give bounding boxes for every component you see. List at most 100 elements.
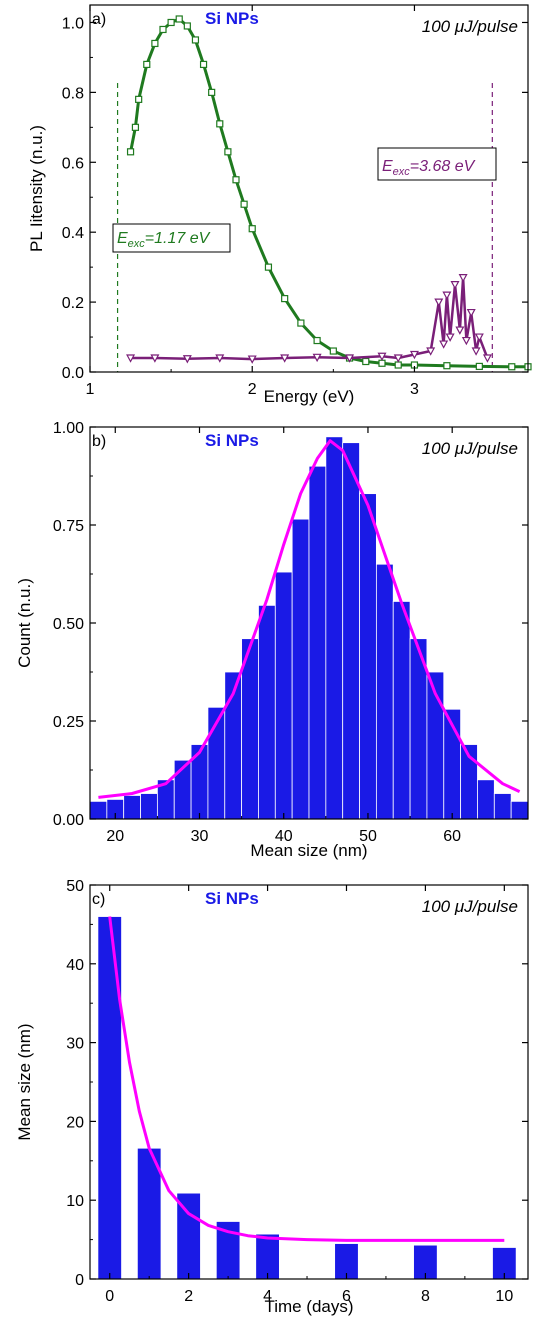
series-2-point [458, 274, 468, 283]
panel-c-y-tick-label: 0 [75, 1272, 84, 1289]
panel-b-x-tick-label: 60 [443, 828, 461, 845]
panel-b-fluence-label: 100 μJ/pulse [422, 439, 518, 458]
series-1-line [129, 17, 528, 369]
series-2-point [442, 291, 452, 300]
series-2-point [280, 354, 290, 363]
series-1-point [394, 361, 402, 369]
series-1-point [159, 25, 167, 34]
series-2-point [450, 281, 460, 290]
panel-b-bar [291, 518, 310, 820]
panel-c-y-tick-label: 30 [66, 1036, 84, 1053]
panel-b-y-tick-label: 0.50 [53, 616, 84, 633]
panel-a-y-tick-label: 0.4 [62, 225, 84, 242]
panel-c-y-axis-label: Mean size (nm) [15, 1023, 34, 1140]
panel-b-y-tick-label: 1.00 [53, 420, 84, 437]
excitation-label-box-1 [112, 223, 231, 253]
series-2-point [409, 350, 419, 360]
panel-b-y-tick-label: 0.00 [53, 812, 84, 829]
panel-b-size-histogram: 20 30 40 50 60 0.00 0.25 0.50 0.75 1.00 Mean size … [15, 420, 529, 860]
series-1-point [183, 22, 191, 30]
series-1-point [151, 39, 159, 48]
panel-c-y-tick-label: 20 [66, 1114, 84, 1131]
series-1-point [191, 36, 200, 44]
panel-c-fit-curve [108, 916, 505, 1242]
panel-b-bar [258, 604, 276, 820]
series-2-point [445, 333, 455, 342]
panel-b-bar [140, 793, 158, 820]
panel-c-x-tick-label: 0 [105, 1288, 114, 1305]
panel-c-x-tick-label: 2 [184, 1288, 193, 1305]
panel-b-x-tick-label: 40 [275, 828, 293, 845]
panel-b-bar [89, 800, 108, 820]
series-1-point [143, 60, 151, 69]
series-1-point [240, 200, 248, 208]
series-1-point [508, 363, 516, 371]
panel-b-panel-label: b) [92, 433, 106, 450]
series-1-point [131, 123, 140, 131]
series-2-point [471, 347, 481, 356]
panel-c-bar [255, 1233, 280, 1280]
excitation-label-1: Eexc=1.17 eV [117, 230, 211, 250]
panel-a-y-tick-label: 0.6 [62, 155, 84, 172]
panel-b-bar [359, 493, 377, 820]
panel-c-x-tick-label: 10 [495, 1288, 513, 1305]
panel-c-x-tick-label: 8 [421, 1288, 430, 1305]
series-1-point [475, 362, 483, 371]
panel-a-y-tick-label: 0.2 [62, 295, 84, 312]
panel-c-y-tick-label: 50 [66, 878, 84, 895]
panel-c-panel-label: c) [92, 891, 105, 908]
series-2-point [455, 326, 465, 335]
panel-b-bar [190, 744, 209, 820]
series-1-point [135, 95, 143, 103]
series-1-point [264, 263, 273, 271]
panel-b-x-axis-label: Mean size (nm) [250, 841, 367, 860]
series-1-point [297, 319, 305, 327]
series-2-point [426, 347, 436, 356]
series-1-point [281, 295, 289, 303]
panel-b-bar [477, 779, 495, 820]
series-1-point [175, 15, 183, 23]
panel-b-bar [493, 793, 512, 820]
series-1-point [329, 347, 337, 355]
series-1-point [313, 336, 321, 345]
series-1-point [167, 18, 175, 27]
panel-b-x-tick-label: 50 [359, 828, 377, 845]
panel-b-x-tick-label: 20 [106, 828, 124, 845]
panel-a-y-axis-label: PL Iitensity (n.u.) [27, 125, 46, 252]
series-1-point [248, 225, 256, 233]
panel-b-bar [342, 442, 360, 820]
panel-c-sample-label: Si NPs [205, 889, 259, 908]
panel-c-y-tick-label: 40 [66, 957, 84, 974]
series-2-point [345, 354, 355, 363]
panel-b-bar [123, 795, 141, 820]
panel-c-x-tick-label: 6 [342, 1288, 351, 1305]
series-2-point [466, 308, 476, 318]
panel-a-x-tick-label: 3 [410, 381, 419, 398]
panel-a-plot-frame [89, 4, 529, 373]
panel-c-y-tick-label: 10 [66, 1193, 84, 1210]
series-2-point [126, 354, 136, 363]
panel-b-bar [308, 465, 327, 820]
panel-a-x-tick-label: 1 [86, 381, 95, 398]
panel-c-bar [97, 916, 122, 1280]
panel-b-bar [375, 563, 394, 820]
excitation-label-box-2 [377, 147, 497, 181]
panel-a-y-tick-label: 0.0 [62, 365, 84, 382]
series-1-point [216, 120, 224, 128]
series-2-point [461, 336, 471, 346]
series-2-point [439, 340, 449, 349]
series-1-point [199, 60, 208, 69]
series-1-point [443, 362, 451, 370]
panel-a-fluence-label: 100 μJ/pulse [422, 17, 518, 36]
panel-a-y-tick-label: 1.0 [62, 15, 84, 32]
series-1-point [224, 148, 232, 156]
panel-c-x-axis-label: Time (days) [264, 1297, 353, 1316]
series-2-point [182, 355, 192, 364]
series-1-point [232, 176, 240, 184]
series-1-point [126, 148, 135, 156]
series-2-point [312, 353, 322, 363]
panel-b-bar [392, 601, 411, 820]
panel-a-x-tick-label: 2 [248, 381, 257, 398]
series-1-point [378, 359, 386, 367]
panel-b-fit-curve [98, 439, 521, 799]
